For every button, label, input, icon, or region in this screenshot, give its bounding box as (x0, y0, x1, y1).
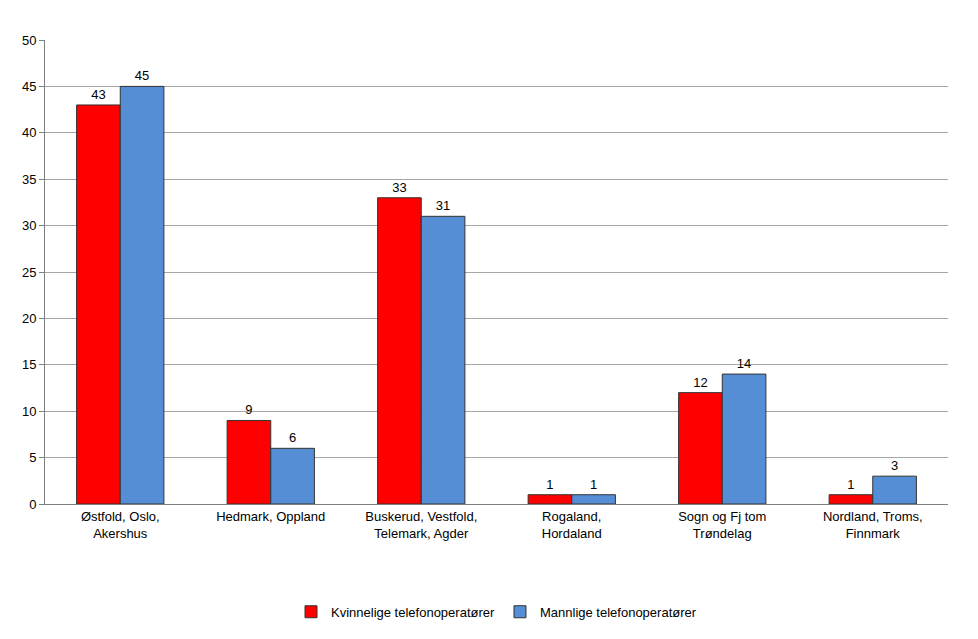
svg-text:1: 1 (847, 477, 854, 492)
svg-text:Østfold, Oslo,Akershus: Østfold, Oslo,Akershus (81, 509, 160, 541)
svg-text:Sogn og Fj tomTrøndelag: Sogn og Fj tomTrøndelag (678, 509, 766, 541)
svg-text:10: 10 (22, 404, 36, 419)
svg-text:40: 40 (22, 125, 36, 140)
svg-text:20: 20 (22, 311, 36, 326)
svg-text:0: 0 (29, 497, 36, 512)
svg-text:3: 3 (891, 458, 898, 473)
svg-text:Rogaland,Hordaland: Rogaland,Hordaland (542, 509, 602, 541)
svg-text:12: 12 (693, 375, 707, 390)
svg-text:1: 1 (546, 477, 553, 492)
svg-text:Nordland, Troms,Finnmark: Nordland, Troms,Finnmark (823, 509, 923, 541)
svg-text:Mannlige telefonoperatører: Mannlige telefonoperatører (540, 605, 697, 620)
svg-text:31: 31 (436, 198, 450, 213)
svg-text:33: 33 (392, 180, 406, 195)
svg-text:25: 25 (22, 265, 36, 280)
svg-text:Buskerud, Vestfold,Telemark, A: Buskerud, Vestfold,Telemark, Agder (365, 509, 477, 541)
svg-text:30: 30 (22, 218, 36, 233)
svg-text:35: 35 (22, 172, 36, 187)
svg-text:50: 50 (22, 33, 36, 48)
svg-text:15: 15 (22, 357, 36, 372)
svg-text:9: 9 (245, 402, 252, 417)
svg-text:Hedmark, Oppland: Hedmark, Oppland (216, 509, 325, 524)
svg-text:Kvinnelige telefonoperatører: Kvinnelige telefonoperatører (331, 605, 495, 620)
svg-text:6: 6 (289, 430, 296, 445)
svg-text:1: 1 (590, 477, 597, 492)
svg-text:5: 5 (29, 450, 36, 465)
svg-text:43: 43 (91, 87, 105, 102)
svg-text:14: 14 (737, 356, 751, 371)
svg-text:45: 45 (135, 68, 149, 83)
svg-text:45: 45 (22, 79, 36, 94)
